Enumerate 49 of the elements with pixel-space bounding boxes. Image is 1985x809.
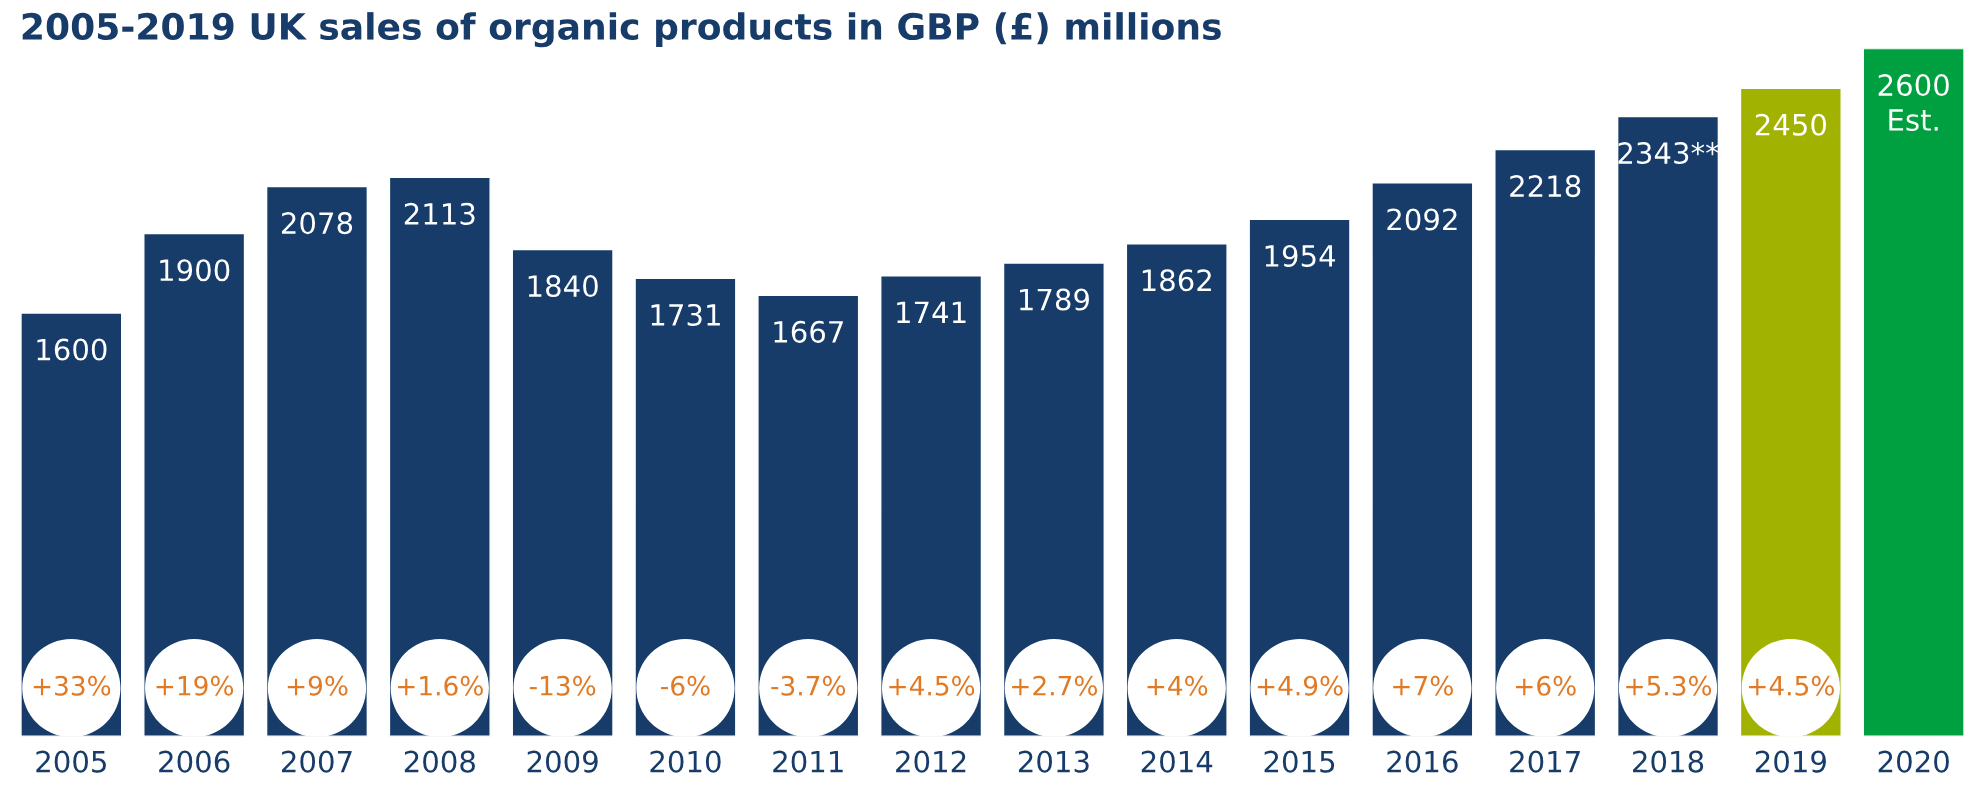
data-label: 1741 <box>897 301 966 323</box>
chart-title: 2005-2019 UK sales of organic products in GBP (£) millions <box>22 12 1221 48</box>
annotation: +6% <box>1516 675 1576 696</box>
annotation: +4% <box>1147 675 1208 696</box>
data-label: 1731 <box>651 303 720 326</box>
x-tick-label: 2005 <box>36 750 106 773</box>
x-tick-label: 2007 <box>282 750 352 773</box>
x-tick-label: 2019 <box>1755 750 1826 773</box>
data-label: 1600 <box>37 338 107 361</box>
x-tick-label: 2010 <box>650 750 721 773</box>
x-tick-label: 2011 <box>773 750 843 773</box>
x-tick-label: 2014 <box>1141 750 1213 773</box>
annotation: +2.7% <box>1012 675 1098 696</box>
annotation: +1.6% <box>398 675 483 696</box>
data-label: 2078 <box>282 212 353 235</box>
annotation: -13% <box>529 675 596 696</box>
annotation: -6% <box>661 675 710 696</box>
data-label: 1900 <box>160 259 230 282</box>
x-tick-label: 2017 <box>1510 750 1580 773</box>
data-label: 2343** <box>1618 142 1719 165</box>
bar <box>1862 48 1965 737</box>
x-tick-label: 2012 <box>896 750 966 773</box>
data-label: 1840 <box>528 275 598 298</box>
data-label: 2218 <box>1510 175 1581 198</box>
data-label: 2450 <box>1755 113 1827 136</box>
x-tick-label: 2013 <box>1018 750 1089 773</box>
annotation: +7% <box>1393 675 1453 696</box>
x-tick-label: 2018 <box>1633 750 1704 773</box>
annotation: +4.5% <box>889 675 975 696</box>
data-label: 1667 <box>774 320 843 343</box>
x-tick-label: 2009 <box>527 750 598 773</box>
annotation: +4.9% <box>1257 675 1343 696</box>
annotation: +5.3% <box>1626 675 1712 696</box>
annotation: +9% <box>287 675 348 696</box>
data-label: 2113 <box>404 202 475 225</box>
x-tick-label: 2008 <box>404 750 475 773</box>
data-label: 1954 <box>1265 244 1336 267</box>
annotation: +33% <box>33 675 111 696</box>
x-tick-label: 2015 <box>1264 750 1335 773</box>
data-label: 1862 <box>1142 269 1211 292</box>
x-tick-label: 2006 <box>159 750 230 773</box>
annotation: -3.7% <box>771 675 846 696</box>
data-label: 2092 <box>1387 208 1457 231</box>
annotation: +4.5% <box>1749 675 1834 696</box>
data-label: 2600 Est. <box>1878 74 1949 131</box>
x-tick-label: 2016 <box>1387 750 1458 773</box>
data-label: 1789 <box>1020 288 1089 311</box>
x-tick-label: 2020 <box>1878 750 1949 773</box>
annotation: +19% <box>156 675 234 696</box>
